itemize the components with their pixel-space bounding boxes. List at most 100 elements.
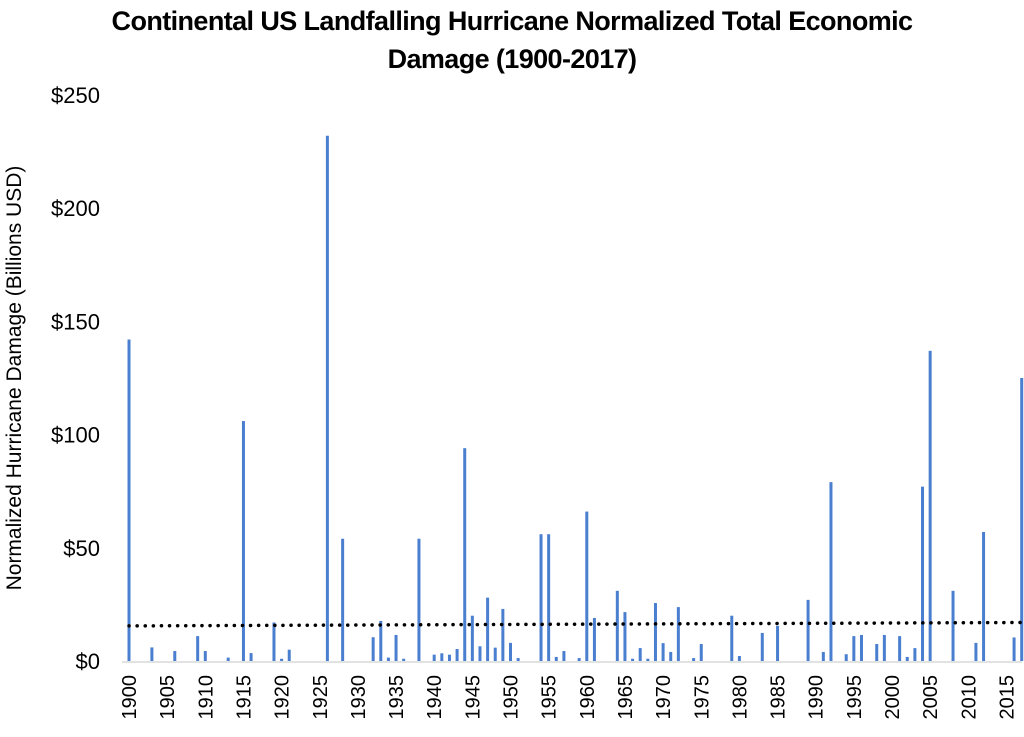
- bar-1975: [699, 644, 703, 661]
- x-tick-label: 1910: [195, 675, 217, 720]
- bar-1910: [203, 651, 207, 661]
- x-tick-label: 2005: [920, 675, 942, 720]
- bar-1906: [173, 651, 177, 661]
- bar-1951: [516, 658, 520, 661]
- trendline: [127, 620, 1024, 628]
- bar-1942: [447, 654, 451, 661]
- chart-title-line-2: Damage (1900-2017): [387, 44, 637, 74]
- bar-1934: [386, 657, 390, 661]
- bar-1968: [646, 658, 650, 661]
- bar-1916: [249, 653, 253, 661]
- bar-1940: [432, 654, 436, 661]
- x-tick-label: 1955: [539, 675, 561, 720]
- x-tick-label: 1975: [691, 675, 713, 720]
- bar-1965: [623, 612, 627, 661]
- x-tick-label: 1995: [844, 675, 866, 720]
- x-tick-label: 1915: [233, 675, 255, 720]
- y-tick-label: $50: [63, 536, 100, 561]
- bar-1903: [150, 647, 154, 661]
- bar-2002: [905, 656, 909, 661]
- bar-1955: [547, 534, 551, 661]
- bar-1926: [325, 135, 329, 661]
- y-tick-label: $150: [51, 309, 100, 334]
- x-tick-label: 2015: [996, 675, 1018, 720]
- bar-1909: [196, 636, 200, 661]
- bar-1967: [638, 648, 642, 661]
- bar-2016: [1012, 637, 1016, 661]
- bar-1950: [509, 642, 512, 661]
- x-axis-ticks: 1900 1905 1910 1915 1920 1925 1930 1935 1940 1945…: [119, 675, 1018, 720]
- x-tick-label: 1905: [157, 675, 179, 720]
- bar-2005: [928, 350, 932, 661]
- x-tick-label: 1940: [424, 675, 446, 720]
- bar-1915: [241, 421, 245, 661]
- bar-1994: [844, 654, 848, 661]
- y-tick-label: $100: [51, 423, 100, 448]
- x-tick-label: 1965: [615, 675, 637, 720]
- bar-1943: [455, 649, 459, 661]
- bar-1928: [341, 538, 345, 661]
- bar-2011: [974, 642, 978, 661]
- chart-title-line-1: Continental US Landfalling Hurricane Nor…: [111, 6, 914, 36]
- bar-1913: [226, 657, 230, 661]
- y-axis-ticks: $0 $50 $100 $150 $200 $250: [51, 83, 100, 674]
- x-tick-label: 2010: [958, 675, 980, 720]
- bar-1921: [287, 649, 291, 661]
- bar-1959: [577, 658, 581, 661]
- bar-2004: [921, 486, 925, 661]
- y-tick-label: $250: [51, 83, 100, 108]
- bar-1949: [501, 608, 505, 661]
- bar-1948: [493, 647, 497, 661]
- bar-2003: [913, 648, 917, 661]
- bar-1919: [272, 622, 276, 661]
- y-tick-label: $200: [51, 196, 100, 221]
- x-tick-label: 1985: [768, 675, 790, 720]
- x-tick-label: 1920: [272, 675, 294, 720]
- bar-1961: [592, 617, 596, 661]
- x-tick-label: 1960: [577, 675, 599, 720]
- bar-1972: [676, 607, 680, 661]
- bar-2017: [1020, 378, 1024, 661]
- bar-1964: [615, 590, 619, 661]
- x-tick-label: 1945: [462, 675, 484, 720]
- x-tick-label: 1935: [386, 675, 408, 720]
- bar-1936: [402, 658, 406, 661]
- x-tick-label: 1990: [806, 675, 828, 720]
- bar-1960: [585, 511, 589, 661]
- bar-1966: [631, 658, 635, 661]
- x-tick-label: 1900: [119, 675, 141, 720]
- bar-1920: [280, 658, 284, 661]
- bar-2001: [898, 636, 902, 661]
- y-axis-label: Normalized Hurricane Damage (Billions US…: [3, 166, 26, 591]
- bar-1956: [554, 656, 558, 661]
- bar-1995: [852, 636, 856, 661]
- chart-title: Continental US Landfalling Hurricane Nor…: [0, 2, 1024, 78]
- x-tick-label: 1930: [348, 675, 370, 720]
- y-tick-label: $0: [76, 649, 100, 674]
- bar-2008: [951, 590, 955, 661]
- bar-1945: [470, 615, 474, 661]
- bar-1932: [371, 637, 375, 661]
- bar-1933: [379, 620, 383, 661]
- bar-1996: [859, 634, 863, 661]
- bar-1954: [539, 534, 543, 661]
- bar-1971: [669, 651, 673, 661]
- bar-1969: [653, 603, 657, 661]
- bar-1947: [486, 597, 490, 661]
- bar-1946: [478, 646, 482, 661]
- bar-1944: [463, 448, 467, 661]
- x-tick-label: 2000: [882, 675, 904, 720]
- x-tick-label: 1950: [501, 675, 523, 720]
- bar-1935: [394, 634, 398, 661]
- bar-1974: [692, 658, 696, 661]
- x-tick-label: 1970: [653, 675, 675, 720]
- bar-1970: [661, 643, 665, 661]
- bar-1980: [737, 656, 741, 661]
- bar-1989: [806, 599, 810, 661]
- bar-1992: [829, 482, 833, 661]
- bar-1938: [417, 538, 421, 661]
- bars: [127, 135, 1024, 661]
- bar-2012: [982, 531, 986, 661]
- x-tick-label: 1925: [310, 675, 332, 720]
